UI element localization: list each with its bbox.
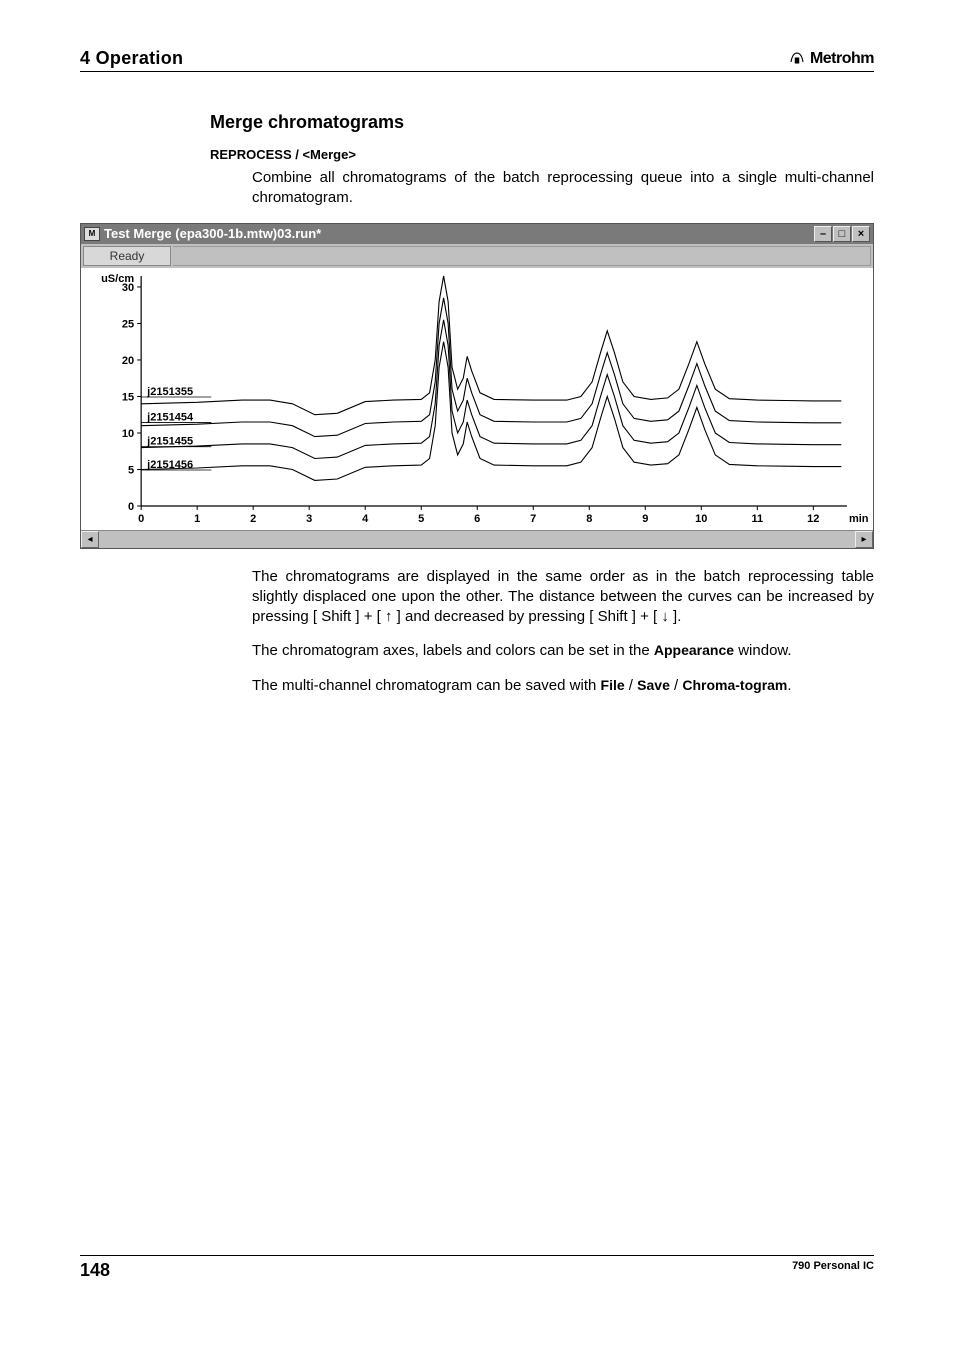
close-button[interactable]: × [852,226,870,242]
chromatogram-window: M Test Merge (epa300-1b.mtw)03.run* – □ … [80,223,874,549]
svg-text:3: 3 [306,513,312,525]
brand: Metrohm [788,50,874,68]
horizontal-scrollbar[interactable]: ◂ ▸ [81,530,873,548]
svg-text:j2151454: j2151454 [146,411,194,423]
page-footer: 148 790 Personal IC [80,1255,874,1281]
svg-text:10: 10 [695,513,707,525]
svg-text:10: 10 [122,427,134,439]
paragraph-display-order: The chromatograms are displayed in the s… [252,567,874,628]
screenshot-window-wrap: M Test Merge (epa300-1b.mtw)03.run* – □ … [80,223,874,549]
svg-text:6: 6 [474,513,480,525]
svg-text:0: 0 [138,513,144,525]
window-status-row: Ready [81,244,873,268]
scroll-right-button[interactable]: ▸ [855,531,873,548]
svg-text:5: 5 [128,464,134,476]
chromatogram-chart: 051015202530uS/cm0123456789101112minj215… [81,268,873,530]
svg-text:25: 25 [122,318,134,330]
svg-text:8: 8 [586,513,592,525]
window-title: Test Merge (epa300-1b.mtw)03.run* [104,226,321,241]
svg-text:12: 12 [807,513,819,525]
svg-text:j2151456: j2151456 [146,459,193,471]
section-subhead: REPROCESS / <Merge> [210,147,874,162]
status-cell: Ready [83,246,171,266]
section-title: Merge chromatograms [210,112,874,133]
svg-text:5: 5 [418,513,424,525]
scroll-left-button[interactable]: ◂ [81,531,99,548]
maximize-button[interactable]: □ [833,226,851,242]
window-titlebar: M Test Merge (epa300-1b.mtw)03.run* – □ … [81,224,873,244]
intro-paragraph: Combine all chromatograms of the batch r… [252,168,874,209]
svg-text:9: 9 [642,513,648,525]
footer-product: 790 Personal IC [792,1260,874,1272]
page-number: 148 [80,1260,110,1281]
svg-text:uS/cm: uS/cm [101,273,134,285]
status-spacer [173,246,871,266]
svg-text:7: 7 [530,513,536,525]
page-header: 4 Operation Metrohm [80,48,874,72]
svg-text:2: 2 [250,513,256,525]
paragraph-save: The multi-channel chromatogram can be sa… [252,676,874,696]
svg-text:j2151455: j2151455 [146,435,193,447]
svg-text:j2151355: j2151355 [146,386,193,398]
brand-logo-icon [788,50,806,68]
window-app-icon: M [84,227,100,241]
svg-text:min: min [849,513,869,525]
scroll-track[interactable] [99,531,855,548]
svg-text:0: 0 [128,501,134,513]
paragraph-appearance: The chromatogram axes, labels and colors… [252,641,874,661]
svg-text:11: 11 [751,513,763,525]
svg-text:20: 20 [122,354,134,366]
svg-text:15: 15 [122,391,134,403]
minimize-button[interactable]: – [814,226,832,242]
chapter-title: 4 Operation [80,48,183,69]
svg-text:4: 4 [362,513,369,525]
brand-text: Metrohm [810,50,874,68]
svg-text:1: 1 [194,513,200,525]
